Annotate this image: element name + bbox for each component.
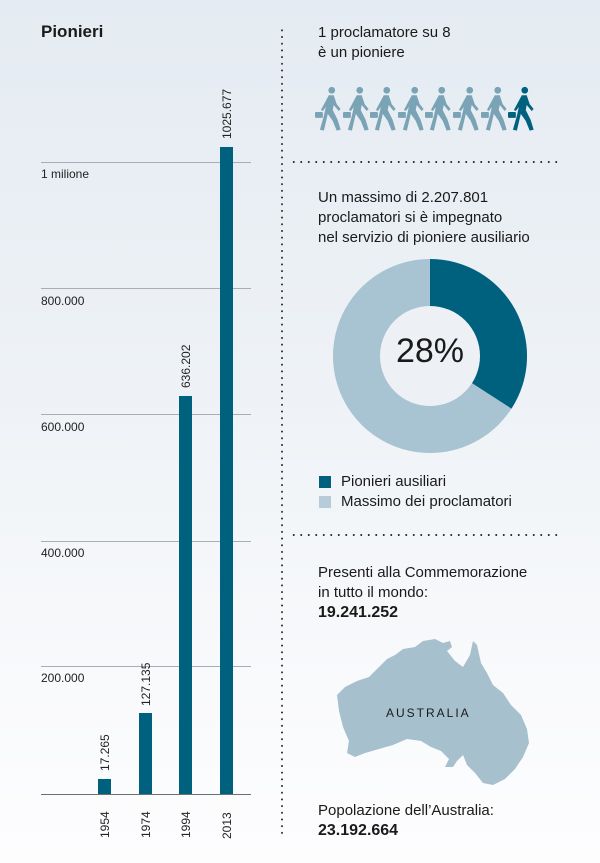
y-tick-label: 1 milione — [41, 167, 90, 181]
y-tick-label: 200.000 — [41, 671, 85, 685]
walking-person-icon — [397, 86, 424, 131]
vertical-dotted-divider — [281, 27, 283, 837]
donut-legend: Pionieri ausiliari Massimo dei proclamat… — [319, 472, 512, 512]
y-tick-label: 800.000 — [41, 294, 85, 308]
map-label: AUSTRALIA — [386, 706, 471, 720]
gridline-200000 — [41, 666, 251, 667]
donut-line-1: Un massimo di 2.207.801 — [318, 189, 489, 206]
walking-person-icon — [425, 86, 451, 131]
walking-person-icon — [480, 86, 507, 131]
gridline-600000 — [41, 414, 251, 415]
ratio-line-2: è un pioniere — [318, 44, 405, 61]
legend-item-max-publishers: Massimo dei proclamatori — [319, 492, 512, 512]
legend-swatch — [319, 476, 331, 488]
memorial-text: Presenti alla Commemorazione in tutto il… — [318, 563, 527, 623]
population-label: Popolazione dell’Australia: — [318, 802, 494, 819]
memorial-value: 19.241.252 — [318, 604, 399, 621]
legend-label: Pionieri ausiliari — [341, 473, 447, 490]
memorial-line-2: in tutto il mondo: — [318, 584, 429, 601]
walking-person-icon — [452, 86, 479, 131]
x-axis-baseline — [41, 794, 251, 795]
australia-map-icon — [337, 639, 529, 785]
bar-1994 — [179, 396, 192, 794]
x-tick-label: 1954 — [98, 811, 112, 838]
ratio-text: 1 proclamatore su 8 è un pioniere — [318, 23, 451, 63]
people-icons-row — [315, 86, 536, 132]
bar-chart-title: Pionieri — [41, 22, 104, 41]
bar-value-label: 127.135 — [139, 662, 153, 706]
y-tick-label: 600.000 — [41, 420, 85, 434]
x-tick-label: 1974 — [139, 811, 153, 838]
x-tick-label: 1994 — [179, 811, 193, 838]
bar-1954 — [98, 779, 111, 794]
bar-value-label: 636.202 — [179, 344, 193, 388]
donut-description: Un massimo di 2.207.801 proclamatori si … — [318, 188, 530, 248]
walking-person-highlighted-icon — [508, 86, 534, 131]
gridline-800000 — [41, 288, 251, 289]
bar-value-label: 1025.677 — [220, 88, 234, 139]
donut-center-label: 28% — [395, 332, 465, 370]
bar-value-label: 17.265 — [98, 734, 112, 771]
ratio-line-1: 1 proclamatore su 8 — [318, 24, 451, 41]
y-tick-label: 400.000 — [41, 546, 85, 560]
x-tick-label: 2013 — [220, 812, 234, 839]
population-value: 23.192.664 — [318, 822, 399, 839]
legend-label: Massimo dei proclamatori — [341, 493, 512, 510]
legend-item-auxiliary-pioneers: Pionieri ausiliari — [319, 472, 512, 492]
walking-person-icon — [370, 86, 396, 131]
gridline-1000000 — [41, 162, 251, 163]
gridline-400000 — [41, 541, 251, 542]
memorial-line-1: Presenti alla Commemorazione — [318, 564, 528, 581]
walking-person-icon — [342, 86, 369, 131]
donut-line-3: nel servizio di pioniere ausiliario — [318, 229, 530, 246]
bar-2013 — [220, 147, 233, 794]
horizontal-dotted-divider — [290, 161, 558, 163]
horizontal-dotted-divider — [290, 534, 558, 536]
bar-1974 — [139, 713, 152, 794]
donut-chart — [333, 259, 528, 453]
donut-line-2: proclamatori si è impegnato — [318, 209, 503, 226]
population-text: Popolazione dell’Australia: 23.192.664 — [318, 801, 494, 841]
legend-swatch — [319, 496, 331, 508]
walking-person-icon — [315, 86, 341, 131]
donut-hole — [380, 306, 480, 406]
